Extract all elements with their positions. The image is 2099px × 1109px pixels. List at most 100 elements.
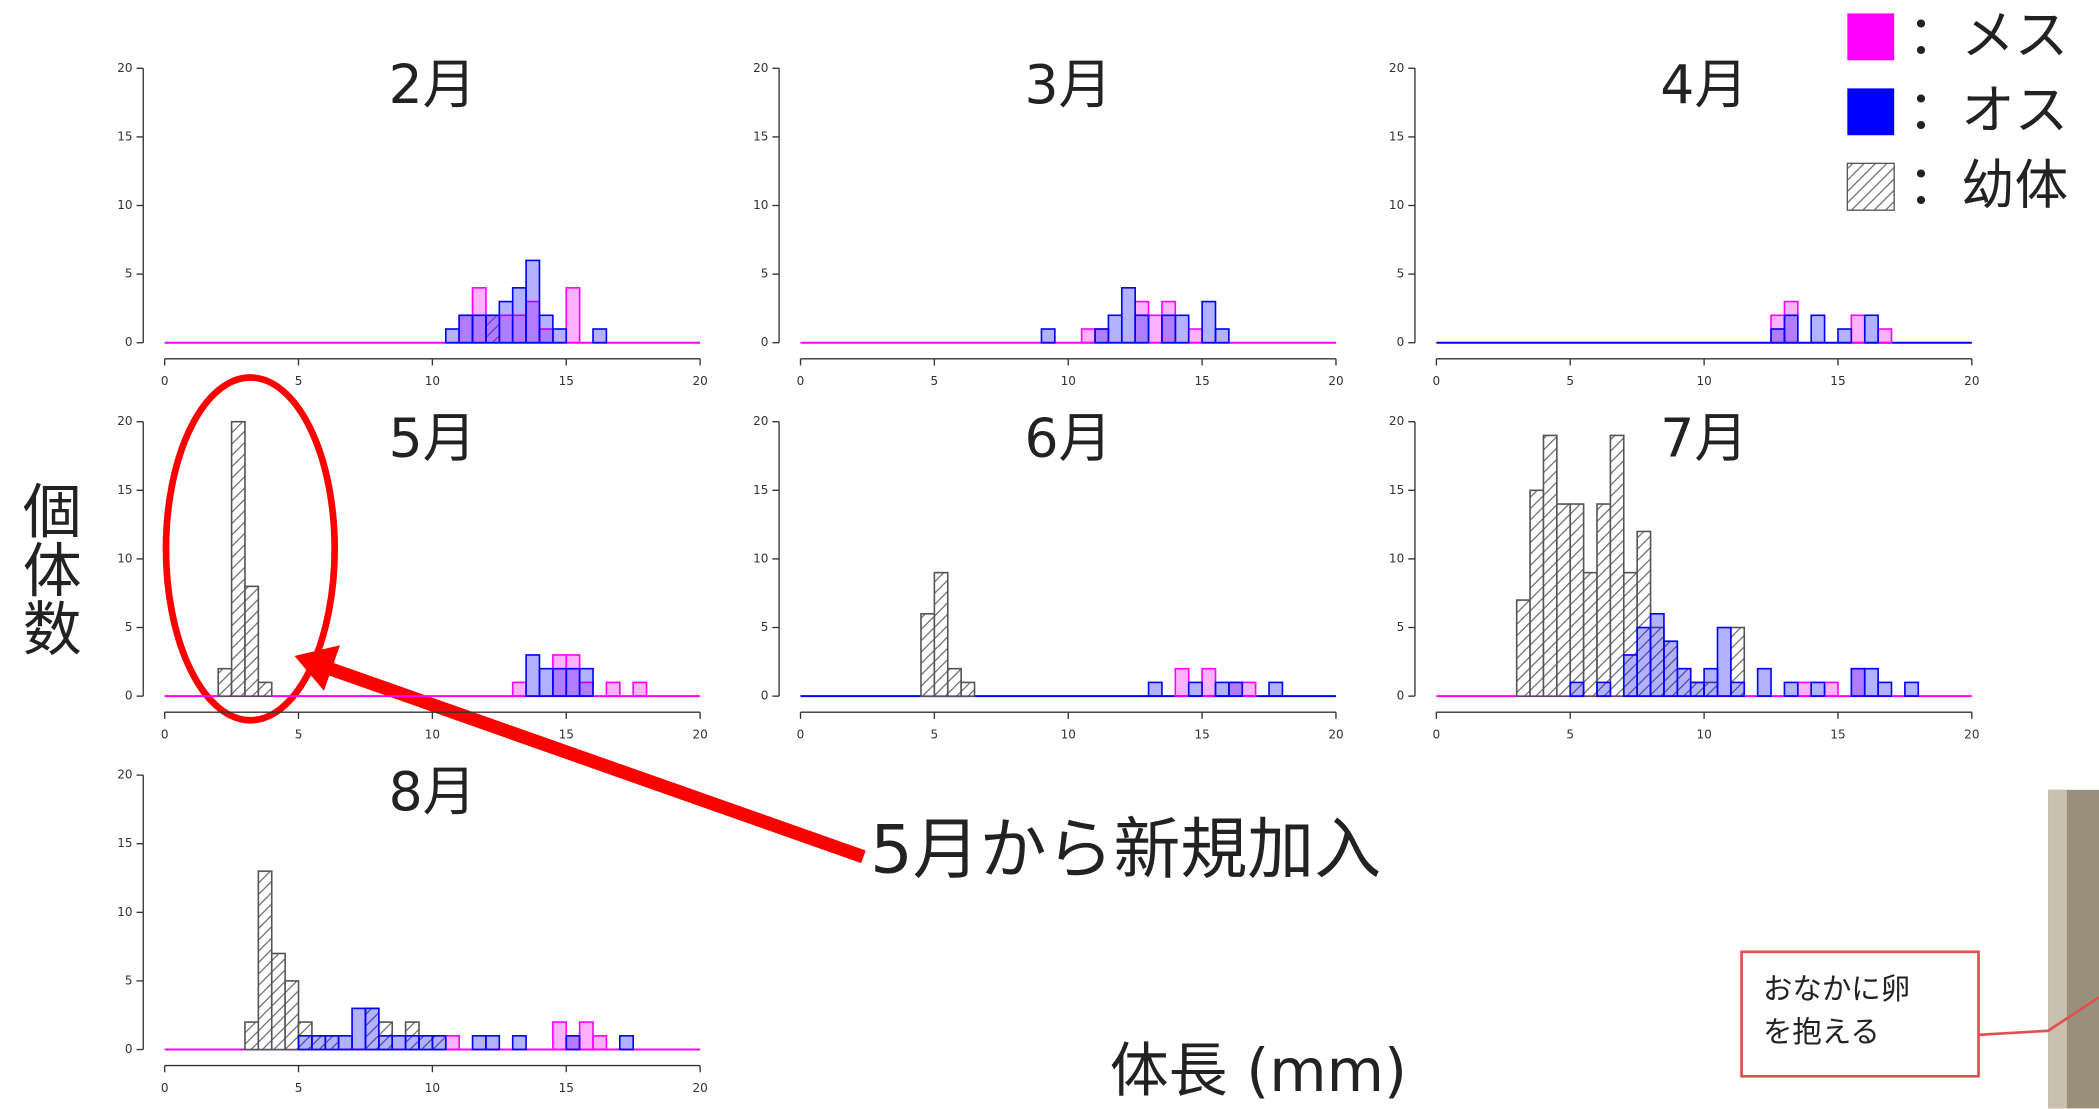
- x-tick-label: 5: [931, 374, 939, 388]
- y-tick-label: 5: [761, 620, 769, 634]
- bar: [1517, 600, 1530, 696]
- y-tick-label: 15: [117, 836, 132, 850]
- y-tick-label: 20: [117, 61, 132, 75]
- y-axis-label: 個体数: [13, 481, 82, 658]
- bar: [1610, 435, 1623, 696]
- bar: [1202, 302, 1215, 343]
- bar: [1865, 669, 1878, 696]
- x-tick-label: 15: [1830, 727, 1845, 741]
- y-tick-label: 10: [117, 905, 132, 919]
- y-tick-label: 10: [117, 198, 132, 212]
- bar: [258, 682, 271, 696]
- legend-swatch: [1847, 88, 1894, 135]
- bar: [526, 655, 539, 696]
- panel-title: 7月: [1660, 406, 1748, 469]
- bar: [1082, 329, 1095, 343]
- bar: [1798, 682, 1811, 696]
- bar: [1731, 682, 1744, 696]
- bar: [1851, 669, 1864, 696]
- bar: [1584, 573, 1597, 696]
- bar: [245, 586, 258, 696]
- bar: [1704, 669, 1717, 696]
- x-axis-label: 体長 (mm): [1110, 1036, 1407, 1105]
- y-tick-label: 5: [1397, 620, 1405, 634]
- bar: [486, 315, 499, 342]
- bar: [1570, 682, 1583, 696]
- bar: [513, 288, 526, 343]
- bar: [526, 260, 539, 342]
- bar: [312, 1036, 325, 1050]
- bar: [1717, 628, 1730, 697]
- x-tick-label: 10: [425, 1081, 440, 1095]
- x-tick-label: 10: [1696, 374, 1711, 388]
- y-tick-label: 20: [753, 414, 768, 428]
- bar: [1162, 315, 1175, 342]
- bar: [419, 1036, 432, 1050]
- bar: [633, 682, 646, 696]
- bar: [1597, 682, 1610, 696]
- x-tick-label: 5: [295, 374, 303, 388]
- bar: [392, 1036, 405, 1050]
- legend-swatch: [1847, 13, 1894, 60]
- bar: [486, 1036, 499, 1050]
- bar: [1811, 315, 1824, 342]
- x-tick-label: 20: [692, 374, 707, 388]
- bar: [620, 1036, 633, 1050]
- bar: [1149, 315, 1162, 342]
- bar: [473, 315, 486, 342]
- bar: [1664, 641, 1677, 696]
- bar: [1229, 682, 1242, 696]
- y-tick-label: 10: [1389, 198, 1404, 212]
- bar: [513, 1036, 526, 1050]
- bar: [1865, 315, 1878, 342]
- bar: [513, 682, 526, 696]
- x-tick-label: 15: [559, 374, 574, 388]
- y-tick-label: 0: [761, 689, 769, 703]
- bar: [299, 1036, 312, 1050]
- y-tick-label: 10: [753, 198, 768, 212]
- legend-label: ：オス: [1908, 78, 2069, 141]
- bar: [580, 1022, 593, 1049]
- y-tick-label: 0: [1397, 335, 1405, 349]
- bar: [1108, 315, 1121, 342]
- y-tick-label: 20: [1389, 414, 1404, 428]
- y-tick-label: 0: [125, 335, 133, 349]
- bar: [553, 1022, 566, 1049]
- chart: 個体数 体長 (mm) 5月から新規加入 おなかに卵 を抱える 2月051015…: [0, 0, 2099, 1109]
- bar: [921, 614, 934, 696]
- panel-title: 5月: [389, 406, 477, 469]
- bar: [285, 981, 298, 1050]
- y-tick-label: 15: [753, 129, 768, 143]
- bar: [218, 669, 231, 696]
- bar: [1825, 682, 1838, 696]
- y-tick-label: 10: [753, 551, 768, 565]
- bar: [446, 1036, 459, 1050]
- bar: [339, 1036, 352, 1050]
- legend-label: ：幼体: [1908, 153, 2069, 216]
- x-tick-label: 20: [1328, 727, 1343, 741]
- bar: [566, 288, 579, 343]
- y-tick-label: 5: [1397, 267, 1405, 281]
- bar: [446, 329, 459, 343]
- bar: [459, 315, 472, 342]
- y-tick-label: 20: [1389, 61, 1404, 75]
- bar: [593, 1036, 606, 1050]
- bar: [1570, 504, 1583, 696]
- y-tick-label: 15: [1389, 483, 1404, 497]
- x-tick-label: 0: [1433, 374, 1441, 388]
- x-tick-label: 10: [425, 374, 440, 388]
- bar: [499, 302, 512, 343]
- bar: [1597, 504, 1610, 696]
- x-tick-label: 20: [1328, 374, 1343, 388]
- bar: [1175, 669, 1188, 696]
- x-tick-label: 20: [1964, 374, 1979, 388]
- x-tick-label: 0: [1433, 727, 1441, 741]
- bar: [1095, 329, 1108, 343]
- bar: [245, 1022, 258, 1049]
- panel-title: 2月: [389, 53, 477, 116]
- bar: [1530, 490, 1543, 696]
- x-tick-label: 15: [1194, 727, 1209, 741]
- bar: [1624, 655, 1637, 696]
- bar: [566, 1036, 579, 1050]
- y-tick-label: 15: [117, 129, 132, 143]
